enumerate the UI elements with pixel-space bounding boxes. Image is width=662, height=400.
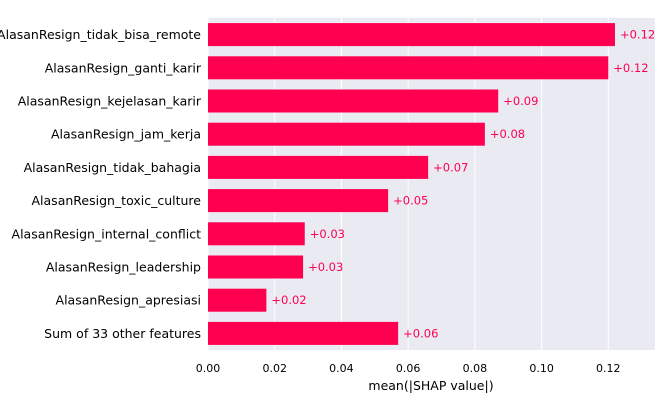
x-tick-label: 0.08 (463, 362, 488, 375)
bar (208, 89, 499, 113)
x-tick-label: 0.10 (529, 362, 554, 375)
bars (208, 23, 615, 345)
bar (208, 255, 304, 279)
data-label: +0.03 (308, 260, 343, 274)
category-label: AlasanResign_kejelasan_karir (18, 94, 202, 109)
data-label: +0.12 (620, 28, 655, 42)
x-tick-labels: 0.00 0.02 0.04 0.06 0.08 0.10 0.12 (196, 362, 621, 375)
category-label: AlasanResign_tidak_bisa_remote (0, 27, 201, 42)
category-label: AlasanResign_tidak_bahagia (24, 160, 201, 175)
category-label: AlasanResign_internal_conflict (12, 226, 202, 241)
bar (208, 155, 429, 179)
x-axis-title: mean(|SHAP value|) (368, 378, 493, 393)
category-labels: AlasanResign_tidak_bisa_remote AlasanResi… (0, 27, 202, 341)
data-label: +0.02 (271, 293, 306, 307)
data-label: +0.08 (490, 127, 525, 141)
data-labels: +0.12 +0.12 +0.09 +0.08 +0.07 +0.05 +0.03 +0.03… (271, 28, 655, 341)
bar (208, 189, 389, 213)
bar (208, 23, 615, 47)
x-tick-label: 0.04 (329, 362, 354, 375)
bar (208, 222, 305, 246)
x-tick-label: 0.02 (262, 362, 287, 375)
category-label: AlasanResign_apresiasi (56, 293, 201, 308)
bar (208, 56, 609, 80)
category-label: AlasanResign_toxic_culture (32, 193, 202, 208)
data-label: +0.12 (613, 61, 648, 75)
data-label: +0.05 (393, 194, 428, 208)
data-label: +0.07 (433, 160, 468, 174)
data-label: +0.09 (503, 94, 538, 108)
bar (208, 122, 485, 146)
category-label: Sum of 33 other features (44, 326, 201, 341)
category-label: AlasanResign_ganti_karir (45, 60, 202, 75)
x-tick-label: 0.12 (596, 362, 621, 375)
x-tick-label: 0.06 (396, 362, 421, 375)
data-label: +0.03 (310, 227, 345, 241)
category-label: AlasanResign_jam_kerja (51, 127, 201, 142)
data-label: +0.06 (403, 326, 438, 340)
bar (208, 288, 267, 312)
x-tick-label: 0.00 (196, 362, 221, 375)
bar (208, 321, 399, 345)
category-label: AlasanResign_leadership (46, 260, 201, 275)
